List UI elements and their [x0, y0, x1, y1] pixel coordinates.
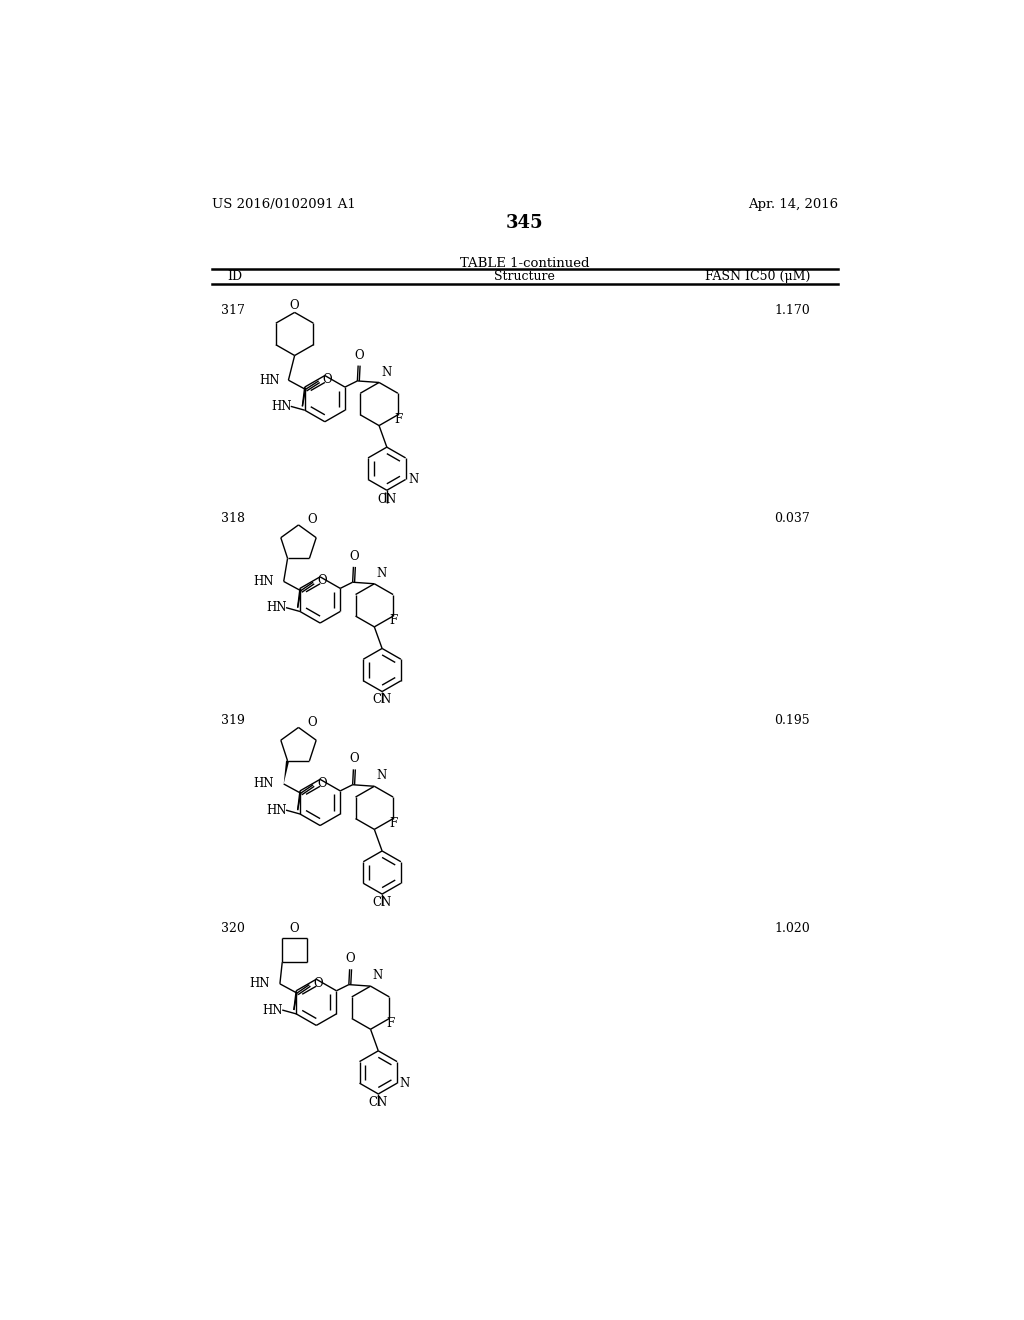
Text: 318: 318	[221, 512, 245, 525]
Text: HN: HN	[253, 777, 273, 791]
Text: O: O	[345, 952, 355, 965]
Text: N: N	[399, 1077, 410, 1090]
Text: O: O	[290, 923, 299, 936]
Text: O: O	[323, 372, 332, 385]
Text: HN: HN	[266, 804, 287, 817]
Text: O: O	[354, 348, 364, 362]
Text: ID: ID	[227, 269, 243, 282]
Text: CN: CN	[373, 693, 392, 706]
Text: Apr. 14, 2016: Apr. 14, 2016	[748, 198, 838, 211]
Text: N: N	[408, 473, 418, 486]
Text: O: O	[307, 513, 317, 527]
Text: 0.037: 0.037	[774, 512, 810, 525]
Text: HN: HN	[249, 977, 270, 990]
Text: CN: CN	[369, 1096, 388, 1109]
Text: N: N	[377, 770, 387, 783]
Text: O: O	[313, 977, 323, 990]
Text: CN: CN	[373, 896, 392, 908]
Text: CN: CN	[377, 494, 396, 507]
Text: O: O	[317, 574, 327, 587]
Text: F: F	[386, 1016, 394, 1030]
Text: 1.020: 1.020	[774, 923, 810, 936]
Text: HN: HN	[262, 1003, 283, 1016]
Polygon shape	[284, 760, 289, 784]
Text: F: F	[390, 817, 398, 830]
Text: TABLE 1-continued: TABLE 1-continued	[460, 257, 590, 271]
Text: 317: 317	[221, 304, 245, 317]
Text: N: N	[373, 969, 383, 982]
Text: 320: 320	[221, 923, 245, 936]
Text: F: F	[390, 614, 398, 627]
Text: HN: HN	[259, 374, 280, 387]
Text: HN: HN	[266, 601, 287, 614]
Text: 345: 345	[506, 214, 544, 232]
Text: Structure: Structure	[495, 269, 555, 282]
Text: 0.195: 0.195	[774, 714, 810, 727]
Text: O: O	[307, 715, 317, 729]
Text: US 2016/0102091 A1: US 2016/0102091 A1	[212, 198, 355, 211]
Text: F: F	[394, 413, 402, 426]
Text: O: O	[290, 298, 299, 312]
Text: HN: HN	[253, 576, 273, 587]
Text: 319: 319	[221, 714, 245, 727]
Text: 1.170: 1.170	[774, 304, 810, 317]
Text: O: O	[317, 776, 327, 789]
Text: O: O	[349, 550, 359, 562]
Text: FASN IC50 (μM): FASN IC50 (μM)	[705, 269, 810, 282]
Text: N: N	[381, 366, 391, 379]
Text: O: O	[349, 752, 359, 766]
Text: HN: HN	[271, 400, 292, 413]
Text: N: N	[377, 566, 387, 579]
